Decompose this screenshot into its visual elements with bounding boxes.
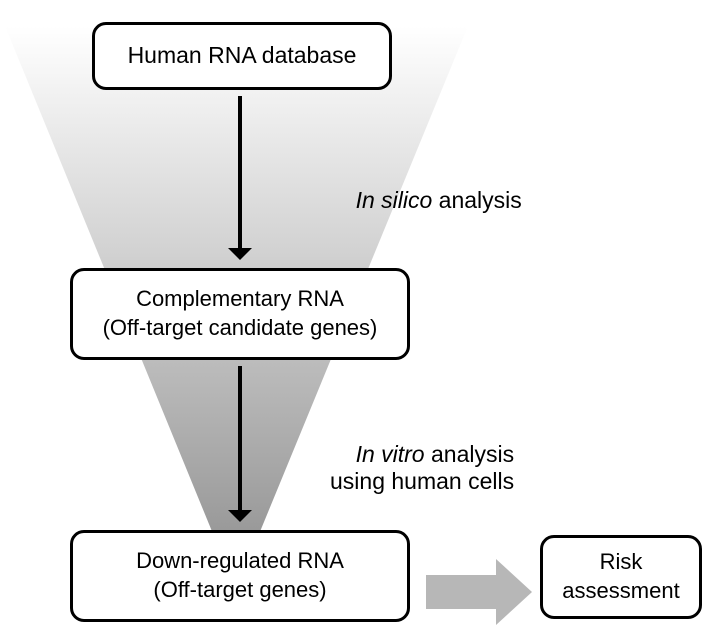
node-text: Risk assessment <box>562 548 679 605</box>
label-in-vitro: In vitro analysisusing human cells <box>330 414 514 522</box>
node-risk-assessment: Risk assessment <box>540 535 702 619</box>
arrow-to-risk <box>426 559 532 625</box>
node-text: Human RNA database <box>128 41 357 71</box>
node-text: Down-regulated RNA (Off-target genes) <box>136 547 344 604</box>
node-human-rna-database: Human RNA database <box>92 22 392 90</box>
node-text: Complementary RNA (Off-target candidate … <box>103 285 378 342</box>
node-complementary-rna: Complementary RNA (Off-target candidate … <box>70 268 410 360</box>
diagram-stage: Human RNA database Complementary RNA (Of… <box>0 0 709 640</box>
node-down-regulated-rna: Down-regulated RNA (Off-target genes) <box>70 530 410 622</box>
label-in-silico: In silico analysis <box>330 160 522 241</box>
